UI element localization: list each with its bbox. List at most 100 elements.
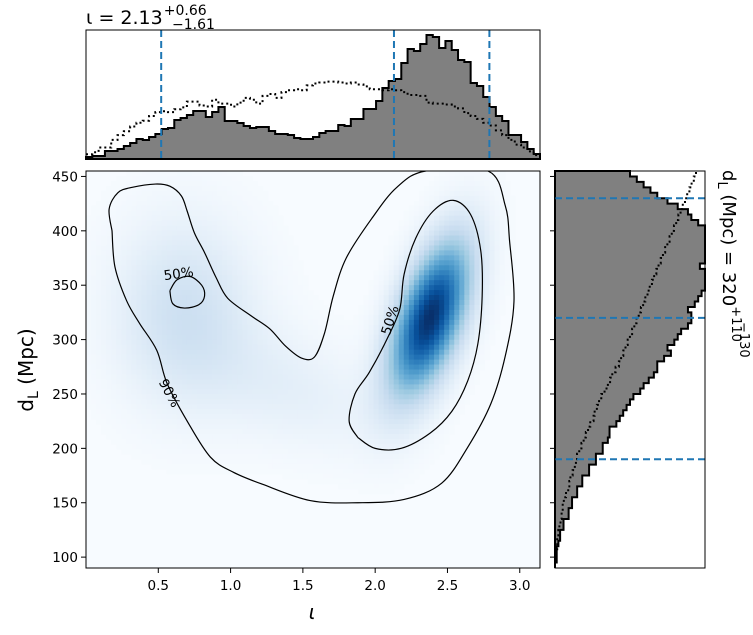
heatmap-cell: [464, 235, 470, 242]
heatmap-cell: [217, 394, 223, 400]
heatmap-cell: [272, 443, 279, 450]
heatmap-cell: [388, 404, 395, 410]
heatmap-cell: [146, 349, 153, 356]
heatmap-cell: [217, 195, 223, 202]
heatmap-cell: [388, 300, 395, 306]
heatmap-cell: [328, 448, 334, 455]
heatmap-cell: [237, 265, 243, 271]
heatmap-cell: [207, 304, 213, 311]
heatmap-cell: [262, 260, 269, 266]
heatmap-cell: [91, 240, 97, 247]
heatmap-cell: [237, 414, 243, 420]
heatmap-cell: [323, 424, 329, 430]
heatmap-cell: [257, 250, 264, 256]
heatmap-cell: [272, 210, 279, 217]
heatmap-cell: [378, 270, 385, 276]
heatmap-cell: [207, 409, 213, 415]
heatmap-cell: [156, 245, 163, 251]
heatmap-cell: [166, 404, 173, 410]
heatmap-cell: [499, 215, 506, 222]
heatmap-cell: [434, 448, 440, 455]
heatmap-cell: [247, 295, 254, 301]
heatmap-cell: [474, 295, 481, 301]
top-prior-step: [86, 80, 540, 157]
heatmap-cell: [237, 443, 243, 450]
heatmap-cell: [439, 215, 445, 222]
heatmap-cell: [101, 309, 107, 316]
heatmap-cell: [121, 215, 127, 222]
heatmap-cell: [338, 394, 344, 400]
heatmap-cell: [247, 205, 254, 212]
heatmap-cell: [212, 424, 218, 430]
heatmap-cell: [171, 240, 178, 247]
heatmap-cell: [202, 265, 208, 271]
heatmap-cell: [373, 458, 380, 465]
heatmap-cell: [191, 260, 198, 266]
heatmap-cell: [232, 290, 238, 296]
heatmap-cell: [383, 483, 390, 490]
heatmap-cell: [499, 255, 506, 261]
heatmap-cell: [434, 443, 440, 450]
heatmap-cell: [297, 265, 304, 271]
heatmap-cell: [343, 404, 349, 410]
heatmap-cell: [418, 225, 425, 232]
heatmap-cell: [454, 300, 460, 306]
heatmap-cell: [121, 285, 127, 291]
heatmap-cell: [237, 200, 243, 207]
heatmap-cell: [161, 240, 168, 247]
heatmap-cell: [242, 195, 249, 202]
heatmap-cell: [429, 389, 435, 395]
heatmap-cell: [217, 419, 223, 425]
heatmap-cell: [86, 339, 92, 346]
heatmap-cell: [343, 339, 349, 346]
heatmap-cell: [161, 265, 168, 271]
heatmap-cell: [237, 374, 243, 381]
heatmap-cell: [141, 309, 148, 316]
heatmap-cell: [479, 250, 486, 256]
heatmap-cell: [136, 339, 143, 346]
heatmap-cell: [504, 235, 511, 242]
heatmap-cell: [388, 473, 395, 480]
heatmap-cell: [191, 419, 198, 425]
heatmap-cell: [212, 304, 218, 311]
heatmap-cell: [403, 364, 410, 371]
heatmap-cell: [141, 295, 148, 301]
heatmap-cell: [156, 414, 163, 420]
heatmap-cell: [393, 434, 400, 440]
heatmap-cell: [484, 319, 491, 326]
heatmap-cell: [146, 270, 153, 276]
heatmap-cell: [141, 260, 148, 266]
heatmap-cell: [469, 275, 476, 281]
heatmap-cell: [484, 349, 491, 356]
heatmap-cell: [202, 195, 208, 202]
heatmap-cell: [202, 429, 208, 435]
heatmap-cell: [232, 374, 238, 381]
heatmap-cell: [166, 453, 173, 460]
heatmap-cell: [444, 339, 450, 346]
heatmap-cell: [408, 230, 415, 237]
heatmap-cell: [363, 300, 370, 306]
heatmap-cell: [131, 443, 138, 450]
heatmap-cell: [383, 429, 390, 435]
heatmap-cell: [247, 443, 254, 450]
heatmap-cell: [307, 473, 314, 480]
heatmap-cell: [292, 448, 299, 455]
heatmap-cell: [348, 389, 354, 395]
heatmap-cell: [444, 205, 450, 212]
heatmap-cell: [423, 185, 430, 192]
heatmap-cell: [408, 409, 415, 415]
heatmap-cell: [262, 300, 269, 306]
heatmap-cell: [237, 260, 243, 266]
heatmap-cell: [292, 379, 299, 385]
heatmap-cell: [413, 409, 420, 415]
heatmap-cell: [232, 458, 238, 465]
heatmap-cell: [116, 429, 122, 435]
heatmap-cell: [373, 399, 380, 405]
heatmap-cell: [393, 270, 400, 276]
heatmap-cell: [131, 300, 138, 306]
heatmap-cell: [484, 215, 491, 222]
heatmap-cell: [484, 200, 491, 207]
heatmap-cell: [393, 260, 400, 266]
heatmap-cell: [252, 295, 259, 301]
heatmap-cell: [333, 344, 339, 351]
